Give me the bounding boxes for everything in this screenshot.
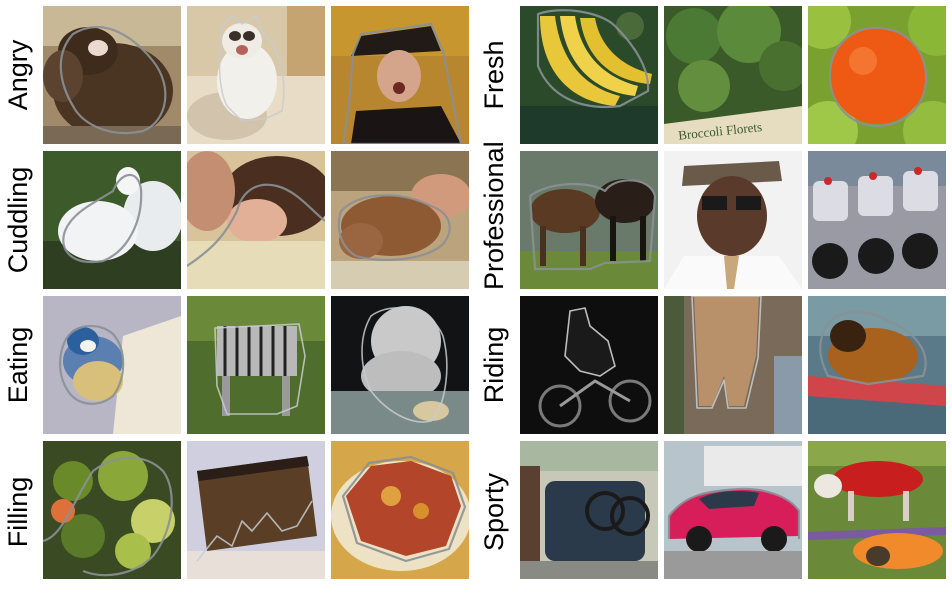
- row-label-fresh: Fresh: [479, 40, 509, 110]
- row-label-sporty: Sporty: [479, 472, 509, 552]
- image-professional-man: [664, 151, 802, 289]
- image-eating-cat: [331, 296, 469, 434]
- image-filling-cake: [187, 441, 325, 579]
- image-professional-motorcycles: [808, 151, 946, 289]
- image-fresh-orange: [808, 6, 946, 144]
- image-cuddling-horse: [331, 151, 469, 289]
- image-fresh-bananas: [520, 6, 658, 144]
- row-label-angry: Angry: [3, 39, 33, 111]
- image-eating-zebra: [187, 296, 325, 434]
- row-label-eating: Eating: [3, 326, 33, 404]
- row-label-filling: Filling: [3, 476, 33, 548]
- image-eating-bird: [43, 296, 181, 434]
- image-riding-motorcyclist: [520, 296, 658, 434]
- image-fresh-broccoli: Broccoli Florets: [664, 6, 802, 144]
- image-cuddling-birds: [43, 151, 181, 289]
- image-sporty-pink-car: [664, 441, 802, 579]
- row-label-riding: Riding: [479, 326, 509, 404]
- image-filling-dish: [331, 441, 469, 579]
- image-filling-salad: [43, 441, 181, 579]
- image-riding-dog-surfboard: [808, 296, 946, 434]
- image-angry-cat: [187, 6, 325, 144]
- image-angry-bear: [43, 6, 181, 144]
- image-cuddling-couple: [187, 151, 325, 289]
- image-professional-horses: [520, 151, 658, 289]
- image-sporty-dogs: [808, 441, 946, 579]
- row-label-cuddling: Cuddling: [3, 166, 33, 274]
- image-riding-horse-rear: [664, 296, 802, 434]
- image-angry-woman: [331, 6, 469, 144]
- image-sporty-car-bike: [520, 441, 658, 579]
- row-label-professional: Professional: [479, 141, 509, 290]
